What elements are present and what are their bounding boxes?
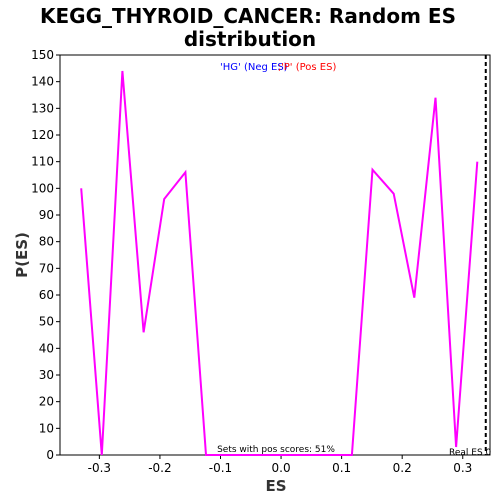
y-tick-label: 0 bbox=[46, 448, 54, 462]
y-tick-label: 150 bbox=[31, 48, 54, 62]
y-tick-label: 110 bbox=[31, 155, 54, 169]
pos-scores-annotation: Sets with pos scores: 51% bbox=[217, 445, 335, 455]
legend-separator: ; bbox=[278, 62, 281, 73]
x-tick-label: -0.1 bbox=[209, 461, 232, 475]
x-tick-label: 0.2 bbox=[393, 461, 412, 475]
y-tick-label: 50 bbox=[39, 315, 54, 329]
series-line bbox=[80, 70, 479, 456]
y-tick-label: 70 bbox=[39, 261, 54, 275]
y-tick-label: 60 bbox=[39, 288, 54, 302]
y-tick-label: 30 bbox=[39, 368, 54, 382]
x-tick-label: 0.1 bbox=[332, 461, 351, 475]
x-axis-label: ES bbox=[265, 477, 286, 495]
x-tick-label: 0.3 bbox=[453, 461, 472, 475]
x-tick-label: 0.0 bbox=[272, 461, 291, 475]
chart-title-line1: KEGG_THYROID_CANCER: Random ES bbox=[40, 4, 456, 28]
legend-neg-label: 'HG' (Neg ES) bbox=[220, 62, 288, 73]
y-tick-label: 140 bbox=[31, 75, 54, 89]
y-tick-label: 40 bbox=[39, 341, 54, 355]
plot-area bbox=[59, 54, 491, 456]
y-tick-label: 130 bbox=[31, 101, 54, 115]
x-tick-label: -0.2 bbox=[148, 461, 171, 475]
y-tick-label: 20 bbox=[39, 395, 54, 409]
y-tick-label: 80 bbox=[39, 235, 54, 249]
chart-title-line2: distribution bbox=[184, 27, 316, 51]
real-es-label: Real ES 0 bbox=[449, 448, 492, 458]
legend-pos-label: 'P' (Pos ES) bbox=[281, 62, 336, 73]
y-tick-label: 90 bbox=[39, 208, 54, 222]
y-tick-label: 10 bbox=[39, 421, 54, 435]
y-tick-label: 120 bbox=[31, 128, 54, 142]
x-tick-label: -0.3 bbox=[88, 461, 111, 475]
y-axis-label: P(ES) bbox=[13, 232, 31, 278]
y-tick-label: 100 bbox=[31, 181, 54, 195]
